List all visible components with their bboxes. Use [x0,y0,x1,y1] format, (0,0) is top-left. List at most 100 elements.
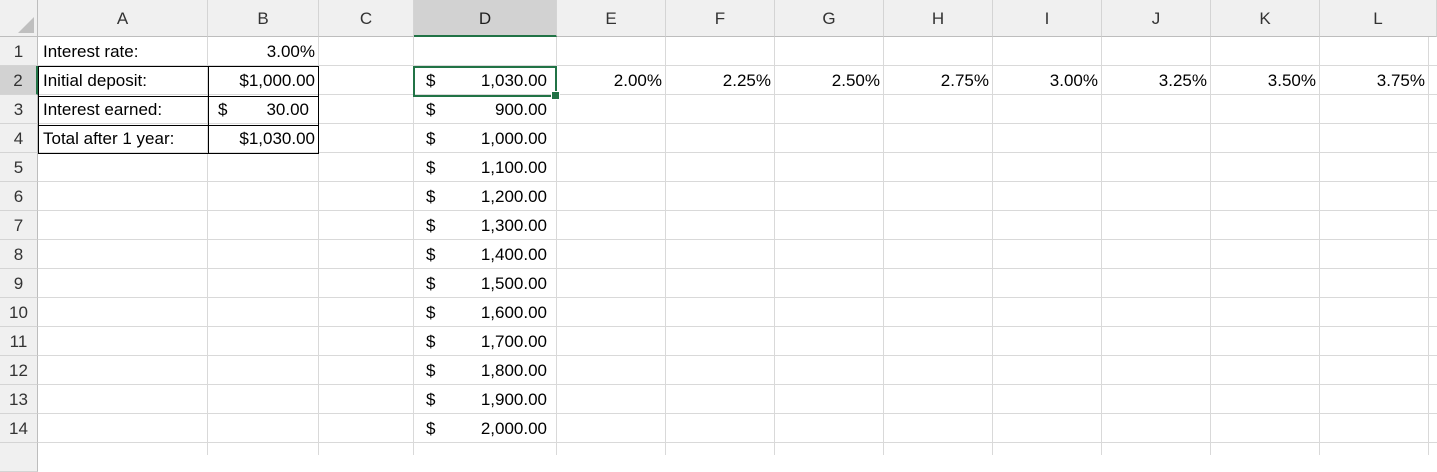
col-header-g[interactable]: G [775,0,884,37]
cell-value: 30.00 [266,100,309,119]
row-header-1[interactable]: 1 [0,37,38,66]
cell-b4[interactable]: $1,030.00 [239,129,315,148]
cell-d8[interactable]: $1,400.00 [414,240,557,269]
currency-symbol: $ [426,187,436,206]
col-header-j[interactable]: J [1102,0,1211,37]
gridline [38,65,1437,66]
row-header-15[interactable] [0,443,38,472]
currency-symbol: $ [426,216,436,235]
gridline [38,152,1437,153]
cell-d13[interactable]: $1,900.00 [414,385,557,414]
row-header-6[interactable]: 6 [0,182,38,211]
cell-a2[interactable]: Initial deposit: [43,71,147,90]
gridline [556,37,557,455]
cell-d3[interactable]: $900.00 [414,95,557,124]
gridline [38,268,1437,269]
cell-b1[interactable]: 3.00% [266,42,315,61]
gridline [1319,37,1320,455]
cell-d2[interactable]: $1,030.00 [414,66,557,95]
gridline [38,123,1437,124]
cell-value: 1,500.00 [480,274,547,293]
row-header-9[interactable]: 9 [0,269,38,298]
currency-symbol: $ [426,129,436,148]
col-header-b[interactable]: B [208,0,319,37]
cell-e2[interactable]: 2.00% [613,71,662,90]
cell-h2[interactable]: 2.75% [940,71,989,90]
gridline [38,94,1437,95]
col-header-e[interactable]: E [557,0,666,37]
cell-d4[interactable]: $1,000.00 [414,124,557,153]
cell-a1[interactable]: Interest rate: [43,42,139,61]
currency-symbol: $ [426,332,436,351]
currency-symbol: $ [426,303,436,322]
row-header-5[interactable]: 5 [0,153,38,182]
gridline [38,442,1437,443]
cell-a4[interactable]: Total after 1 year: [43,129,175,148]
cell-d10[interactable]: $1,600.00 [414,298,557,327]
cell-j2[interactable]: 3.25% [1158,71,1207,90]
cell-value: 1,200.00 [480,187,547,206]
gridline [38,355,1437,356]
gridline [883,37,884,455]
currency-symbol: $ [426,274,436,293]
gridline [207,37,208,455]
cell-value: 1,700.00 [480,332,547,351]
cell-b2[interactable]: $1,000.00 [239,71,315,90]
gridline [1101,37,1102,455]
cell-d5[interactable]: $1,100.00 [414,153,557,182]
row-header-7[interactable]: 7 [0,211,38,240]
row-header-14[interactable]: 14 [0,414,38,443]
currency-symbol: $ [426,158,436,177]
select-all-corner[interactable] [0,0,38,37]
col-header-i[interactable]: I [993,0,1102,37]
gridline [38,413,1437,414]
row-header-3[interactable]: 3 [0,95,38,124]
cell-d14[interactable]: $2,000.00 [414,414,557,443]
fill-handle[interactable] [551,91,560,100]
cell-d6[interactable]: $1,200.00 [414,182,557,211]
cell-i2[interactable]: 3.00% [1049,71,1098,90]
cell-b3[interactable]: $ 30.00 [208,95,319,124]
gridline [1210,37,1211,455]
col-header-a[interactable]: A [38,0,208,37]
cell-d7[interactable]: $1,300.00 [414,211,557,240]
cell-a3[interactable]: Interest earned: [43,100,163,119]
row-header-8[interactable]: 8 [0,240,38,269]
gridline [318,37,319,455]
col-header-h[interactable]: H [884,0,993,37]
cell-f2[interactable]: 2.25% [722,71,771,90]
cell-value: 1,030.00 [480,71,547,90]
gridline [774,37,775,455]
gridline [413,37,414,455]
gridline [38,210,1437,211]
row-header-4[interactable]: 4 [0,124,38,153]
row-header-10[interactable]: 10 [0,298,38,327]
cell-d9[interactable]: $1,500.00 [414,269,557,298]
col-header-k[interactable]: K [1211,0,1320,37]
cell-g2[interactable]: 2.50% [831,71,880,90]
col-header-c[interactable]: C [319,0,414,37]
gridline [38,384,1437,385]
cell-k2[interactable]: 3.50% [1267,71,1316,90]
row-header-13[interactable]: 13 [0,385,38,414]
row-header-2[interactable]: 2 [0,66,38,95]
cell-value: 1,100.00 [480,158,547,177]
select-all-icon [18,17,34,33]
row-header-11[interactable]: 11 [0,327,38,356]
col-header-f[interactable]: F [666,0,775,37]
cell-value: 1,300.00 [480,216,547,235]
currency-symbol: $ [426,245,436,264]
gridline [665,37,666,455]
col-header-d[interactable]: D [414,0,557,37]
currency-symbol: $ [218,100,228,119]
currency-symbol: $ [426,100,436,119]
currency-symbol: $ [426,361,436,380]
cell-value: 1,800.00 [480,361,547,380]
cell-l2[interactable]: 3.75% [1376,71,1425,90]
cell-d12[interactable]: $1,800.00 [414,356,557,385]
col-header-l[interactable]: L [1320,0,1437,37]
row-header-12[interactable]: 12 [0,356,38,385]
currency-symbol: $ [426,390,436,409]
cell-d11[interactable]: $1,700.00 [414,327,557,356]
